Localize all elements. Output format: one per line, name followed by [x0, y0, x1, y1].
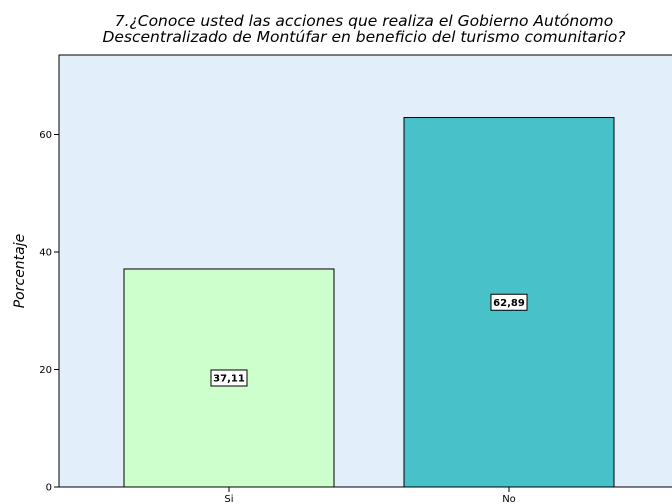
y-axis-label: Porcentaje: [12, 234, 28, 309]
data-label-box: [210, 369, 248, 387]
x-tick-label: Si: [224, 494, 233, 504]
x-tick-label: No: [502, 494, 516, 504]
x-axis: Si No: [224, 487, 516, 504]
data-label: 62,89: [493, 298, 525, 309]
data-label: 37,11: [213, 373, 245, 384]
chart-title-line-2: Descentralizado de Montúfar en beneficio…: [102, 28, 625, 46]
chart-title-line-1: 7.¿Conoce usted las acciones que realiza…: [115, 12, 614, 30]
y-tick-label: 60: [39, 130, 52, 141]
y-tick-label: 0: [46, 483, 52, 494]
y-tick-label: 20: [39, 365, 52, 376]
data-labels-group: 37,11 62,89: [210, 293, 528, 387]
data-label-box: [490, 293, 528, 311]
y-tick-label: 40: [39, 248, 52, 259]
y-axis: 0 20 40 60: [39, 130, 59, 494]
